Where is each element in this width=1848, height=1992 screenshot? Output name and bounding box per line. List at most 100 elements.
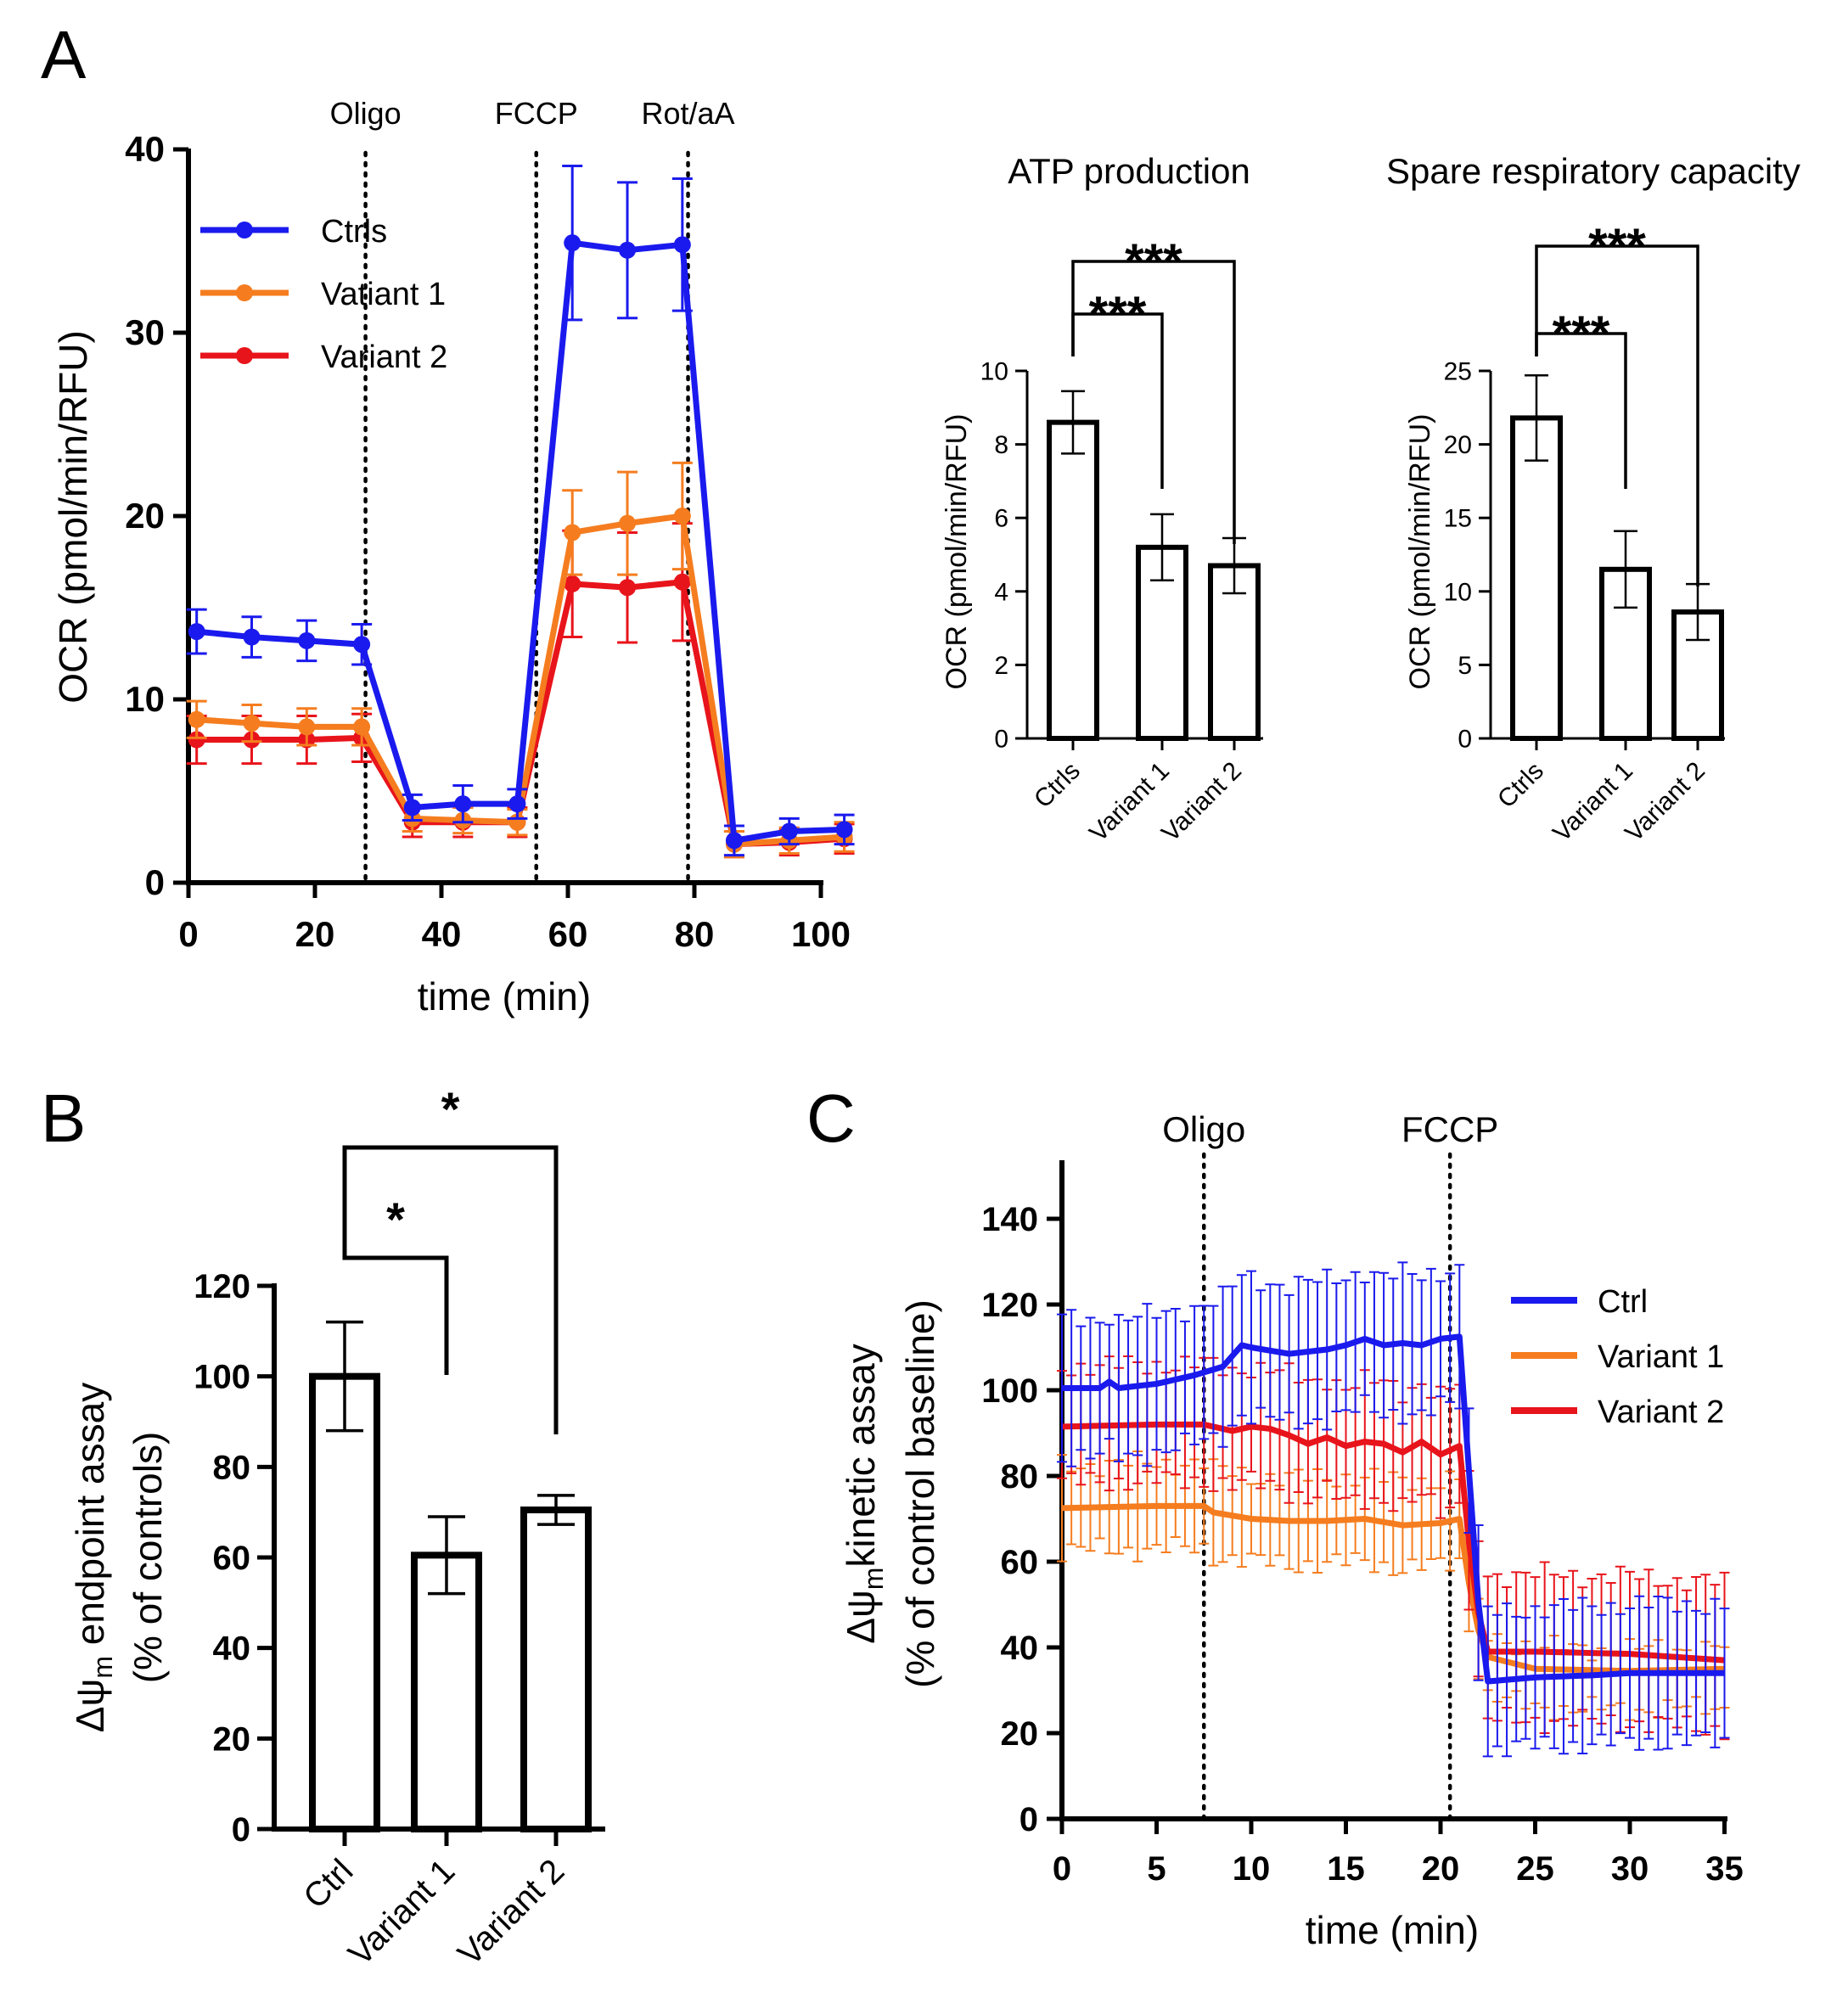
x-tick-label: Ctrls	[1029, 757, 1086, 814]
x-axis-label: time (min)	[1306, 1908, 1479, 1952]
y-tick-label: 0	[232, 1811, 250, 1849]
significance-stars: *	[441, 1082, 460, 1136]
x-tick-label: Variant 2	[451, 1852, 571, 1972]
y-axis-label-line2: (% of control baseline)	[898, 1299, 942, 1688]
significance-stars: ***	[1089, 287, 1147, 342]
x-tick-label: 25	[1516, 1850, 1554, 1888]
y-tick-label: 10	[1444, 578, 1472, 606]
x-axis-label: time (min)	[418, 974, 591, 1018]
legend-label: Ctrls	[321, 214, 387, 250]
x-tick-label: Variant 1	[1547, 757, 1638, 848]
significance-bracket	[342, 1233, 449, 1375]
legend-label: Variant 1	[1598, 1339, 1724, 1375]
subscript-m: m	[858, 1568, 889, 1591]
subscript-m: m	[87, 1656, 118, 1679]
significance-stars: ***	[1125, 234, 1182, 289]
y-tick-label: 20	[213, 1720, 251, 1758]
x-tick-label: Ctrl	[296, 1852, 360, 1916]
y-axis-label-line1: Δψmkinetic assay	[839, 1344, 889, 1644]
y-tick-label: 100	[194, 1359, 250, 1396]
data-point	[298, 718, 316, 736]
panel-letter-b: B	[41, 1080, 86, 1156]
injection-label: Oligo	[330, 96, 402, 131]
y-tick-label: 10	[125, 679, 165, 719]
y-tick-label: 8	[994, 431, 1008, 459]
bar	[1136, 544, 1188, 742]
y-tick-label: 120	[981, 1287, 1038, 1324]
data-point	[835, 821, 853, 839]
chart-title: Spare respiratory capacity	[1386, 151, 1800, 191]
y-axis-label: OCR (pmol/min/RFU)	[941, 414, 973, 690]
error-bar	[1150, 513, 1174, 582]
y-tick-label: 4	[994, 578, 1008, 606]
bar	[1510, 415, 1563, 741]
x-tick-label: 15	[1327, 1850, 1365, 1888]
injection-label: FCCP	[495, 96, 578, 131]
label-text: endpoint assay	[68, 1383, 112, 1656]
y-axis-label-line2: (% of controls)	[126, 1432, 170, 1684]
panel-letter-c: C	[806, 1080, 856, 1156]
significance-bracket	[1535, 244, 1699, 586]
y-tick-label: 100	[981, 1372, 1038, 1410]
legend-marker	[236, 222, 253, 238]
data-point	[188, 710, 205, 728]
series-line	[1062, 1333, 1725, 1685]
legend-marker	[236, 347, 253, 364]
data-point	[673, 236, 691, 254]
y-tick-label: 0	[1019, 1801, 1038, 1838]
y-tick-label: 25	[1444, 358, 1472, 386]
legend-label: Variant 2	[1598, 1394, 1724, 1430]
data-point	[243, 628, 261, 646]
bar	[309, 1372, 380, 1832]
data-point	[564, 524, 581, 541]
data-point	[454, 795, 472, 813]
x-tick-label: Variant 1	[1084, 757, 1175, 848]
y-tick-label: 2	[994, 652, 1008, 680]
chart-a-ocr-timecourse: 0 10 20 30 40 0 20 40 60 80 100 time (min) OCR (pmol…	[51, 96, 855, 1018]
injection-label: Oligo	[1162, 1109, 1245, 1149]
error-bar	[1061, 390, 1085, 455]
y-tick-label: 40	[213, 1630, 251, 1668]
y-tick-label: 20	[1444, 431, 1472, 459]
significance-stars: *	[386, 1192, 405, 1246]
chart-c-kinetic-assay: 0 20 40 60 80 100 120 140 0 5 10 15 20 25 30 35 time (mi…	[839, 1109, 1744, 1952]
injection-label: Rot/aA	[642, 96, 735, 131]
data-point	[188, 623, 205, 641]
x-tick-label: 10	[1233, 1850, 1271, 1888]
series-line	[1061, 1421, 1725, 1664]
y-tick-label: 60	[213, 1540, 251, 1577]
y-axis-label: OCR (pmol/min/RFU)	[51, 330, 95, 704]
bar	[1047, 419, 1099, 741]
data-point	[298, 631, 316, 649]
injection-label: FCCP	[1401, 1109, 1498, 1149]
x-tick-label: 100	[791, 914, 851, 954]
y-tick-label: 5	[1458, 652, 1472, 680]
delta-psi-symbol: Δψ	[839, 1590, 883, 1644]
x-tick-label: 0	[178, 914, 198, 954]
x-tick-label: Ctrls	[1492, 757, 1549, 814]
y-tick-label: 40	[1001, 1630, 1039, 1667]
legend-label: Variant 2	[321, 339, 447, 375]
y-tick-label: 120	[194, 1268, 250, 1305]
y-tick-label: 15	[1444, 505, 1472, 533]
significance-stars: ***	[1588, 219, 1646, 274]
data-point	[403, 799, 421, 816]
data-point	[619, 579, 637, 597]
x-tick-label: Variant 2	[1620, 757, 1710, 848]
data-point	[353, 636, 371, 654]
x-tick-label: 40	[422, 914, 462, 954]
data-point	[673, 573, 691, 591]
data-point	[508, 795, 526, 813]
y-axis-label: OCR (pmol/min/RFU)	[1404, 414, 1436, 690]
y-tick-label: 80	[1001, 1458, 1039, 1495]
bar	[520, 1507, 592, 1832]
significance-stars: ***	[1553, 306, 1610, 362]
bar	[411, 1552, 482, 1833]
data-point	[353, 718, 371, 736]
data-point	[188, 731, 205, 749]
y-tick-label: 0	[145, 862, 165, 902]
